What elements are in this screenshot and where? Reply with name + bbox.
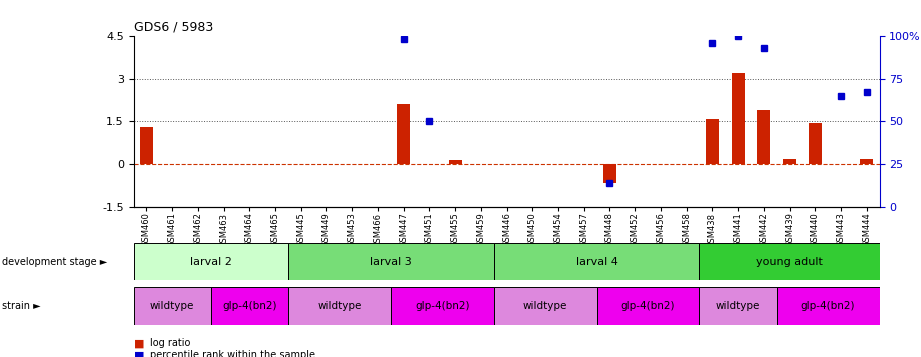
Text: ■: ■ [134,338,144,348]
Bar [494,287,597,325]
Bar [603,164,616,183]
Text: development stage ►: development stage ► [2,256,107,267]
Bar [783,159,796,164]
Bar [757,110,770,164]
Bar [699,287,776,325]
Text: glp-4(bn2): glp-4(bn2) [415,301,470,311]
Text: larval 4: larval 4 [576,256,617,267]
Text: ■: ■ [134,350,144,357]
Bar [288,287,391,325]
Bar [731,73,744,164]
Bar [449,160,461,164]
Text: percentile rank within the sample: percentile rank within the sample [150,350,315,357]
Bar [597,287,699,325]
Bar [809,123,822,164]
Bar [494,243,699,280]
Bar [391,287,494,325]
Bar [699,243,880,280]
Text: wildtype: wildtype [317,301,362,311]
Bar [705,119,718,164]
Text: wildtype: wildtype [716,301,760,311]
Text: young adult: young adult [756,256,823,267]
Bar [776,287,880,325]
Bar [134,243,288,280]
Text: glp-4(bn2): glp-4(bn2) [222,301,276,311]
Bar [211,287,288,325]
Text: GDS6 / 5983: GDS6 / 5983 [134,20,213,33]
Bar [288,243,494,280]
Text: glp-4(bn2): glp-4(bn2) [621,301,675,311]
Text: larval 3: larval 3 [370,256,412,267]
Text: glp-4(bn2): glp-4(bn2) [801,301,856,311]
Bar [860,159,873,164]
Bar [397,104,410,164]
Text: wildtype: wildtype [523,301,567,311]
Text: larval 2: larval 2 [190,256,232,267]
Bar [140,127,153,164]
Text: wildtype: wildtype [150,301,194,311]
Text: strain ►: strain ► [2,301,41,311]
Text: log ratio: log ratio [150,338,191,348]
Bar [134,287,211,325]
